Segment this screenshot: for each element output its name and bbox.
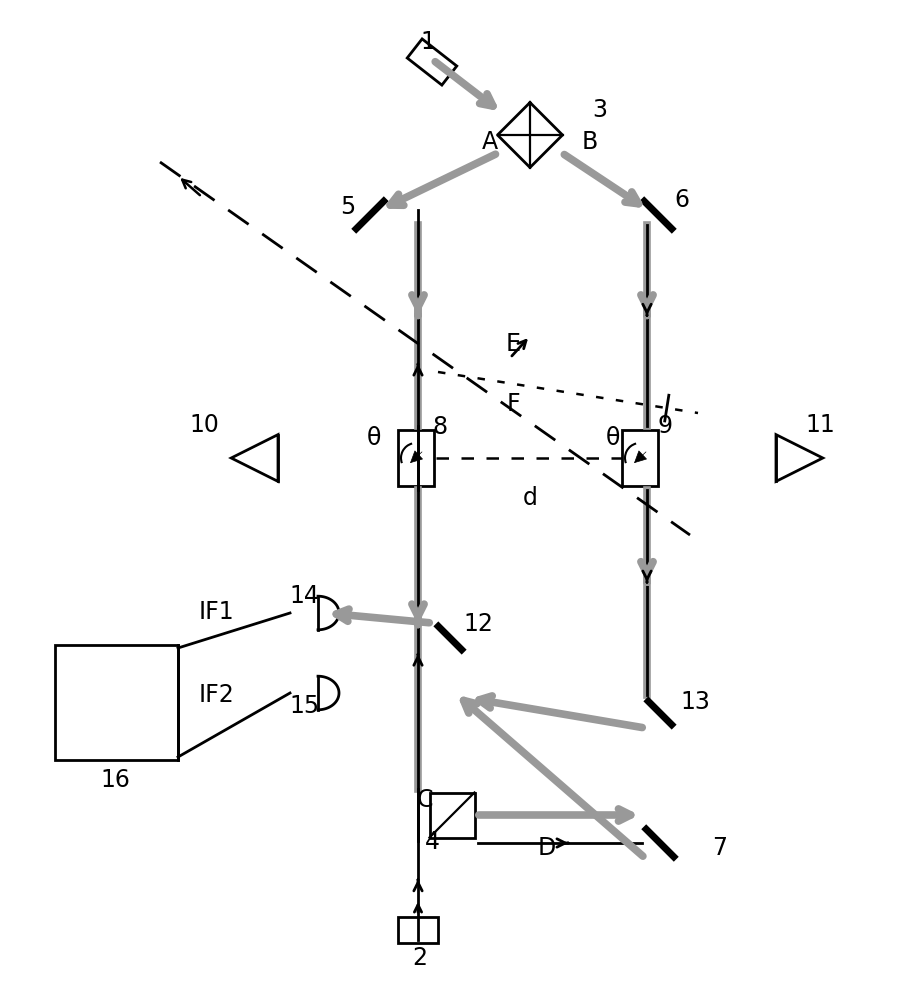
Text: 16: 16 bbox=[100, 768, 130, 792]
Text: 1: 1 bbox=[420, 30, 435, 54]
Text: θ: θ bbox=[367, 426, 381, 450]
Text: 10: 10 bbox=[189, 413, 219, 437]
Text: 6: 6 bbox=[675, 188, 690, 212]
Text: E: E bbox=[505, 332, 521, 356]
Text: 13: 13 bbox=[680, 690, 710, 714]
Text: d: d bbox=[523, 486, 538, 510]
Text: 14: 14 bbox=[290, 584, 319, 608]
Text: θ: θ bbox=[606, 426, 621, 450]
Text: 11: 11 bbox=[805, 413, 835, 437]
Text: 5: 5 bbox=[340, 195, 356, 219]
Text: D: D bbox=[538, 836, 556, 860]
Text: 9: 9 bbox=[657, 414, 672, 438]
Text: A: A bbox=[482, 130, 498, 154]
Text: F: F bbox=[506, 392, 520, 416]
Text: 8: 8 bbox=[432, 415, 447, 439]
Text: IF1: IF1 bbox=[198, 600, 234, 624]
Text: 3: 3 bbox=[593, 98, 608, 122]
Text: 4: 4 bbox=[424, 830, 440, 854]
Text: 7: 7 bbox=[713, 836, 727, 860]
Text: C: C bbox=[417, 788, 433, 812]
Text: IF2: IF2 bbox=[198, 683, 234, 707]
Text: 12: 12 bbox=[463, 612, 493, 636]
Text: B: B bbox=[582, 130, 598, 154]
Text: 15: 15 bbox=[289, 694, 319, 718]
Text: 2: 2 bbox=[412, 946, 428, 970]
